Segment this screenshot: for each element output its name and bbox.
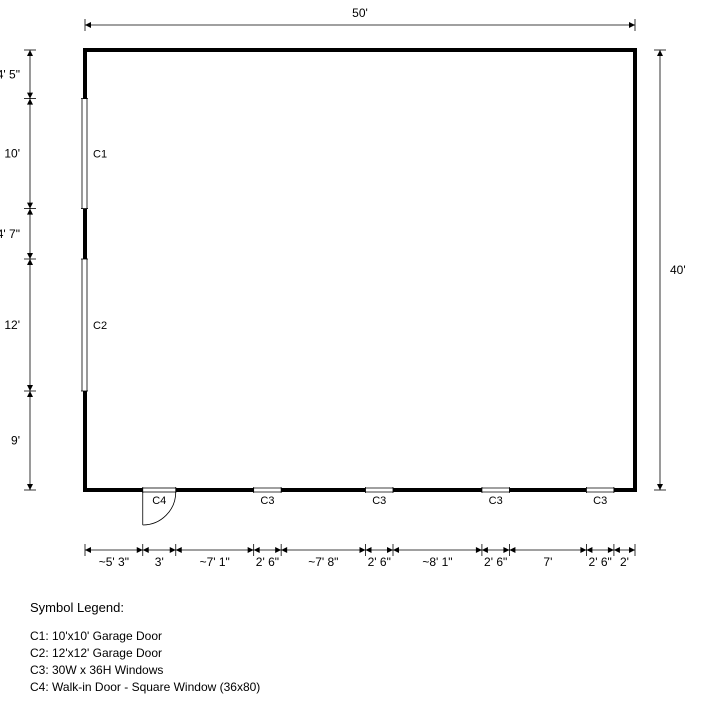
dim-label: 2' 6" — [256, 555, 279, 569]
dim-label: 3' — [155, 555, 164, 569]
dim-label: ~8' 1" — [422, 555, 452, 569]
opening-label: C3 — [372, 495, 386, 507]
opening-label: C3 — [489, 495, 503, 507]
opening-label: C1 — [93, 149, 107, 161]
opening-label: C3 — [593, 495, 607, 507]
opening-label: C3 — [260, 495, 274, 507]
legend-title: Symbol Legend: — [30, 600, 124, 615]
legend-item: C4: Walk-in Door - Square Window (36x80) — [30, 680, 260, 694]
opening-label: C2 — [93, 320, 107, 332]
dim-label: ~4' 7" — [0, 227, 20, 241]
dim-label: ~5' 3" — [99, 555, 129, 569]
dim-label: 2' 6" — [589, 555, 612, 569]
dim-label: ~4' 5" — [0, 67, 20, 81]
dim-label: 40' — [670, 263, 686, 277]
floor-plan-diagram: C1 C2 C4 C3 C3 C3 C3 50' 40' ~4' 5" 10' ~4' 7" 12' 9'… — [0, 0, 720, 723]
legend-item: C1: 10'x10' Garage Door — [30, 629, 162, 643]
dim-label: 50' — [352, 6, 368, 20]
floor-plan-svg: C1 C2 C4 C3 C3 C3 C3 50' 40' ~4' 5" 10' ~4' 7" 12' 9'… — [0, 0, 720, 723]
legend-item: C2: 12'x12' Garage Door — [30, 646, 162, 660]
dim-label: ~7' 1" — [200, 555, 230, 569]
dim-label: 2' 6" — [484, 555, 507, 569]
dim-label: 9' — [11, 434, 20, 448]
dim-label: 12' — [4, 318, 20, 332]
legend-item: C3: 30W x 36H Windows — [30, 663, 163, 677]
dim-label: ~7' 8" — [308, 555, 338, 569]
dim-label: 2' 6" — [368, 555, 391, 569]
dim-label: 7' — [543, 555, 552, 569]
opening-label: C4 — [152, 495, 166, 507]
dim-label: 2' — [620, 555, 629, 569]
dim-label: 10' — [4, 147, 20, 161]
